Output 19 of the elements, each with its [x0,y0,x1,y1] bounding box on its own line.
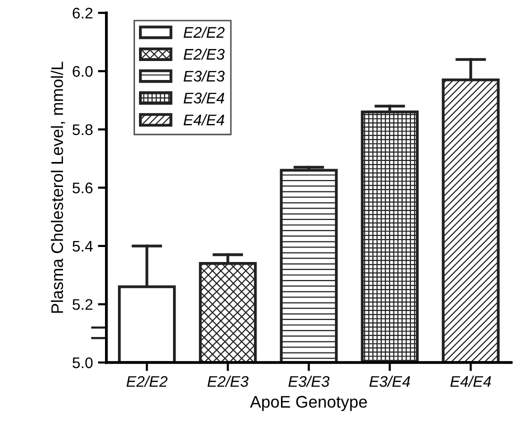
x-tick-label: E2/E2 [126,376,168,387]
legend-label: E2/E3 [184,48,225,60]
y-tick-label: 6.0 [72,66,93,77]
legend-label: E2/E2 [184,26,225,38]
legend-label: E4/E4 [184,114,224,126]
x-axis-title: ApoE Genotype [250,396,367,412]
x-tick-label: E4/E4 [450,376,491,387]
y-tick-label: 5.4 [72,240,93,252]
x-tick-label: E3/E3 [288,376,330,387]
y-tick-label: 5.6 [72,182,93,194]
legend-label: E3/E4 [184,92,224,104]
x-tick-label: E2/E3 [208,376,249,387]
y-axis-title: Plasma Cholesterol Level, mmol/L [50,62,66,313]
y-tick-label: 6.2 [72,8,92,19]
y-tick-label: 5.0 [72,357,93,368]
legend-label: E3/E3 [184,70,225,82]
y-tick-label: 5.2 [72,299,92,310]
x-tick-label: E3/E4 [369,376,410,387]
y-tick-label: 5.8 [72,124,93,136]
